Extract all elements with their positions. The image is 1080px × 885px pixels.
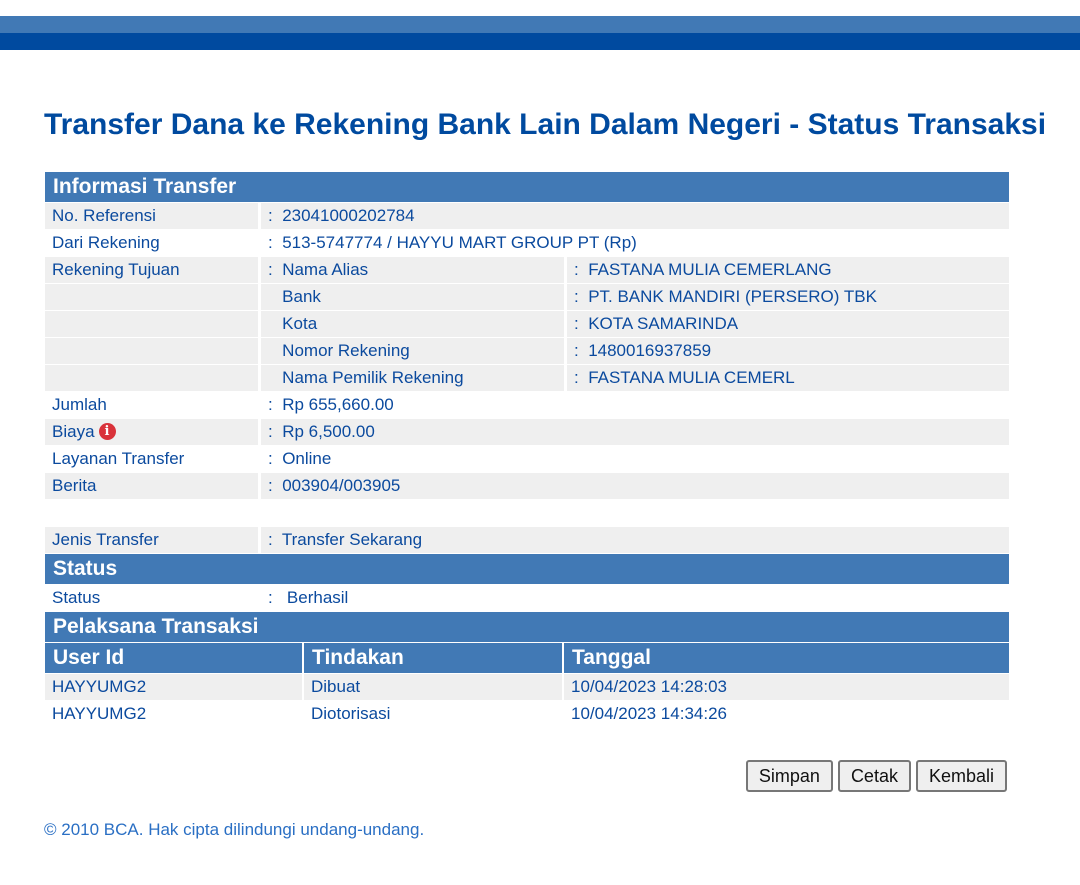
row-status: Status: Berhasil <box>52 588 349 607</box>
section-header-executor: Pelaksana Transaksi <box>45 612 1009 642</box>
table-row: HAYYUMG2 Diotorisasi 10/04/2023 14:34:26 <box>52 704 727 723</box>
top-banner-dark <box>0 33 1080 50</box>
section-header-status: Status <box>45 554 1009 584</box>
info-icon[interactable]: i <box>98 423 116 440</box>
row-dest-city: Kota: KOTA SAMARINDA <box>45 311 1009 337</box>
row-amount: Jumlah: Rp 655,660.00 <box>52 395 394 414</box>
top-banner-light <box>0 16 1080 33</box>
table-row: HAYYUMG2 Dibuat 10/04/2023 14:28:03 <box>45 674 1009 700</box>
executor-table-header: User Id Tindakan Tanggal <box>45 643 1009 673</box>
row-fee: Biaya i: Rp 6,500.00 <box>45 419 1009 445</box>
row-dest-bank: Bank: PT. BANK MANDIRI (PERSERO) TBK <box>45 284 1009 310</box>
page-title: Transfer Dana ke Rekening Bank Lain Dala… <box>44 108 1047 141</box>
row-dest-owner: Nama Pemilik Rekening: FASTANA MULIA CEM… <box>45 365 1009 391</box>
row-service: Layanan Transfer: Online <box>52 449 332 468</box>
row-dest-number: Nomor Rekening: 1480016937859 <box>45 338 1009 364</box>
transfer-info-table: Informasi Transfer No. Referensi: 230410… <box>45 172 1009 728</box>
row-transfer-type: Jenis Transfer: Transfer Sekarang <box>45 527 1009 553</box>
row-news: Berita: 003904/003905 <box>45 473 1009 499</box>
action-buttons: Simpan Cetak Kembali <box>745 760 1007 792</box>
row-dest-alias: Rekening Tujuan: Nama Alias: FASTANA MUL… <box>45 257 1009 283</box>
print-button[interactable]: Cetak <box>837 760 911 792</box>
save-button[interactable]: Simpan <box>745 760 833 792</box>
status-value: Berhasil <box>286 588 349 607</box>
row-from-account: Dari Rekening: 513-5747774 / HAYYU MART … <box>52 233 637 252</box>
section-header-info: Informasi Transfer <box>45 172 1009 202</box>
row-reference: No. Referensi: 23041000202784 <box>45 203 1009 229</box>
back-button[interactable]: Kembali <box>915 760 1007 792</box>
footer-copyright: © 2010 BCA. Hak cipta dilindungi undang-… <box>44 820 425 839</box>
